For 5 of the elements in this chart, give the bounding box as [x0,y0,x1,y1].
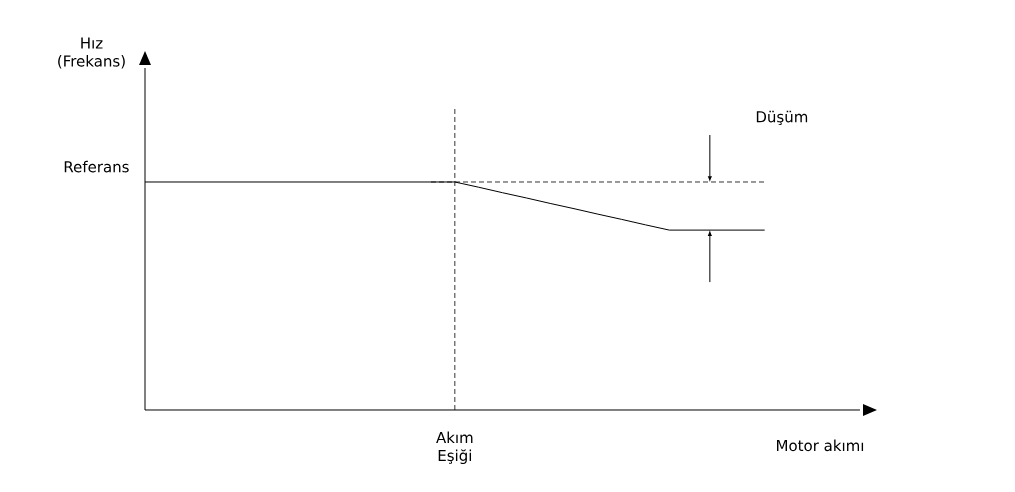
text: Düşüm [756,110,808,126]
text: Akım Eşiği [436,431,473,465]
ref-line-label: Referans [64,160,129,173]
x-axis-title: Motor akımı [777,439,864,452]
text: Hız (Frekans) [58,37,125,69]
